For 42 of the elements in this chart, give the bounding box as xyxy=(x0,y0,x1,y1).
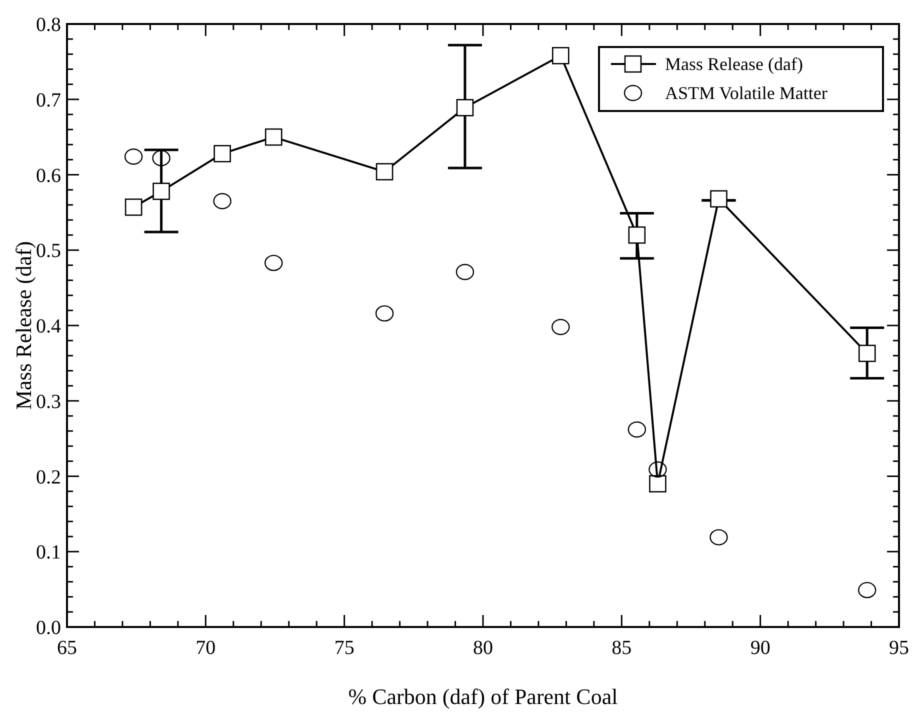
point xyxy=(213,193,232,210)
x-tick-label: 85 xyxy=(612,637,632,659)
legend-label: ASTM Volatile Matter xyxy=(665,83,828,103)
point xyxy=(376,163,394,180)
point xyxy=(375,305,394,322)
x-tick-label: 70 xyxy=(196,637,216,659)
point xyxy=(710,190,728,208)
point xyxy=(214,144,231,162)
point xyxy=(858,344,876,362)
x-tick-label: 80 xyxy=(473,637,493,659)
y-tick-label: 0.0 xyxy=(36,617,61,639)
y-tick-label: 0.6 xyxy=(36,164,61,187)
point xyxy=(264,128,282,146)
y-tick-label: 0.3 xyxy=(36,390,61,413)
point xyxy=(552,47,570,64)
point xyxy=(264,254,283,272)
point xyxy=(858,582,876,598)
point xyxy=(552,318,570,336)
point xyxy=(710,529,728,546)
point xyxy=(124,198,142,216)
x-tick-label: 75 xyxy=(334,637,354,659)
point xyxy=(152,182,170,200)
y-tick-label: 0.8 xyxy=(36,14,61,36)
x-axis-title: % Carbon (daf) of Parent Coal xyxy=(348,684,618,709)
point xyxy=(152,150,170,166)
y-tick-label: 0.7 xyxy=(36,89,61,112)
point xyxy=(456,264,474,280)
point xyxy=(628,421,646,438)
point xyxy=(648,461,667,478)
x-tick-label: 65 xyxy=(57,637,77,659)
point xyxy=(456,99,474,116)
point xyxy=(124,148,143,165)
point xyxy=(628,226,646,244)
y-tick-label: 0.2 xyxy=(36,466,61,488)
x-tick-label: 95 xyxy=(889,637,909,659)
point xyxy=(649,475,666,492)
legend-label: Mass Release (daf) xyxy=(665,54,803,74)
y-tick-label: 0.4 xyxy=(36,316,61,338)
y-tick-label: 0.5 xyxy=(36,240,61,262)
x-tick-label: 90 xyxy=(750,637,770,659)
y-axis-title: Mass Release (daf) xyxy=(11,241,36,410)
y-tick-label: 0.1 xyxy=(36,542,61,564)
